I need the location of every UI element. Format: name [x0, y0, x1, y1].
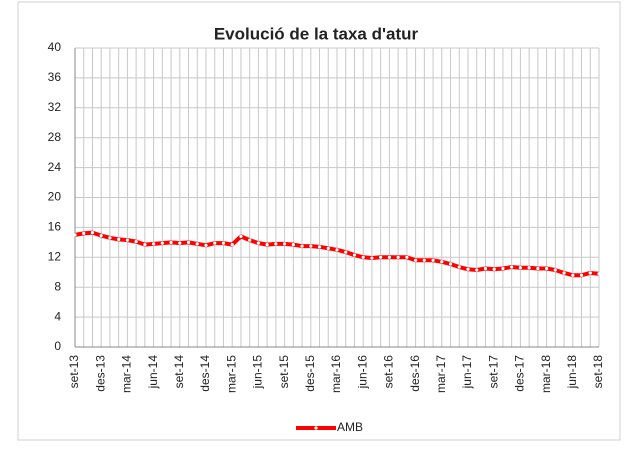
- data-point: [108, 236, 112, 240]
- data-point: [387, 255, 391, 259]
- y-tick-label: 20: [48, 190, 62, 204]
- data-point: [370, 256, 374, 260]
- y-tick-label: 36: [48, 70, 62, 84]
- y-tick-label: 8: [54, 279, 61, 293]
- data-point: [335, 248, 339, 252]
- data-point: [440, 260, 444, 264]
- x-tick-label: des-15: [303, 355, 317, 392]
- data-point: [291, 242, 295, 247]
- y-tick-label: 40: [48, 40, 62, 54]
- data-point: [90, 231, 95, 235]
- data-point: [230, 242, 234, 247]
- x-tick-label: set-14: [172, 355, 186, 389]
- x-tick-label: set-13: [67, 355, 81, 389]
- data-point: [300, 244, 304, 248]
- y-tick-label: 16: [48, 220, 62, 234]
- data-point: [160, 241, 164, 245]
- x-tick-label: jun-17: [460, 355, 474, 390]
- x-tick-label: jun-14: [146, 355, 160, 390]
- y-tick-label: 32: [48, 100, 62, 114]
- data-point: [553, 268, 557, 272]
- data-point: [143, 242, 147, 247]
- data-point: [256, 241, 260, 245]
- data-point: [221, 241, 226, 245]
- data-point: [466, 267, 470, 271]
- data-point: [396, 255, 400, 259]
- x-tick-label: set-16: [382, 355, 396, 389]
- x-tick-label: set-17: [486, 355, 500, 389]
- x-tick-label: mar-14: [120, 355, 134, 393]
- x-tick-label: jun-15: [251, 355, 265, 390]
- data-point: [483, 266, 488, 271]
- data-point: [518, 266, 523, 270]
- chart-title: Evolució de la taxa d'atur: [214, 24, 419, 43]
- data-point: [527, 266, 531, 270]
- y-tick-label: 4: [54, 309, 61, 323]
- data-point: [536, 266, 540, 271]
- data-point: [178, 241, 182, 245]
- data-point: [117, 237, 121, 241]
- data-point: [248, 238, 252, 242]
- y-tick-label: 24: [48, 160, 62, 174]
- legend-marker: [314, 426, 318, 430]
- data-point: [352, 253, 357, 257]
- data-point: [588, 271, 592, 275]
- x-tick-label: des-13: [93, 355, 107, 392]
- data-point: [405, 255, 409, 259]
- data-point: [73, 233, 77, 237]
- y-tick-label: 0: [54, 339, 61, 353]
- data-point: [265, 242, 269, 247]
- data-point: [152, 242, 156, 246]
- data-point: [457, 265, 461, 269]
- data-point: [204, 243, 208, 247]
- data-point: [344, 250, 348, 254]
- x-tick-label: set-15: [277, 355, 291, 389]
- data-point: [99, 234, 103, 238]
- data-point: [579, 273, 584, 277]
- data-point: [195, 242, 199, 246]
- data-point: [562, 271, 566, 275]
- chart-frame: [17, 1, 621, 441]
- data-point: [309, 244, 313, 248]
- y-tick-label: 12: [48, 249, 62, 263]
- data-point: [545, 266, 549, 271]
- legend-label: AMB: [337, 420, 363, 434]
- data-point: [239, 234, 243, 238]
- x-tick-label: jun-18: [565, 355, 579, 390]
- data-point: [169, 240, 173, 244]
- data-point: [361, 255, 365, 259]
- data-point: [510, 265, 514, 269]
- data-point: [134, 240, 138, 244]
- y-tick-label: 28: [48, 130, 62, 144]
- data-point: [186, 240, 191, 244]
- x-tick-label: mar-16: [329, 355, 343, 393]
- data-point: [448, 262, 453, 266]
- data-point: [422, 258, 426, 262]
- data-point: [125, 238, 129, 242]
- x-tick-label: des-17: [513, 355, 527, 392]
- x-tick-label: des-14: [198, 355, 212, 392]
- x-tick-label: jun-16: [355, 355, 369, 390]
- x-tick-label: mar-15: [224, 355, 238, 393]
- data-point: [379, 255, 383, 259]
- data-point: [431, 258, 435, 262]
- data-point: [597, 272, 601, 276]
- data-point: [571, 273, 575, 277]
- x-tick-label: des-16: [408, 355, 422, 392]
- data-point: [283, 242, 287, 246]
- data-point: [475, 268, 479, 272]
- data-point: [317, 245, 322, 249]
- data-point: [501, 266, 505, 271]
- data-point: [414, 258, 418, 262]
- data-point: [82, 231, 86, 235]
- data-point: [492, 267, 496, 271]
- x-tick-label: mar-18: [539, 355, 553, 393]
- data-point: [326, 246, 330, 250]
- data-point: [213, 241, 217, 245]
- data-point: [274, 242, 278, 246]
- x-tick-label: set-18: [591, 355, 605, 389]
- x-tick-label: mar-17: [434, 355, 448, 393]
